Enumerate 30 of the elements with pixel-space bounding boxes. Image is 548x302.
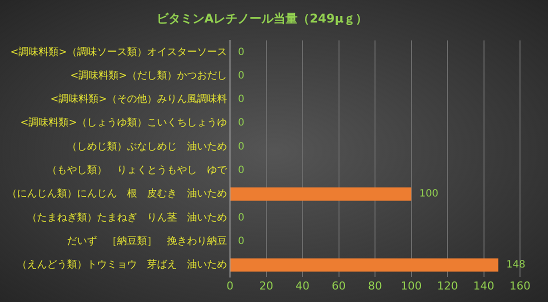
y-tick-label: （えんどう類）トウミョウ 芽ばえ 油いため	[17, 258, 227, 271]
y-tick-label: <調味料類>（だし類）かつおだし	[70, 69, 227, 82]
y-tick-label: （たまねぎ類）たまねぎ りん茎 油いため	[27, 211, 227, 224]
y-tick-label: <調味料類>（調味ソース類）オイスターソース	[10, 46, 227, 58]
y-tick-label: <調味料類>（しょうゆ類）こいくちしょうゆ	[20, 116, 227, 129]
y-tick-label: （にんじん類）にんじん 根 皮むき 油いため	[7, 188, 227, 200]
data-label: 148	[506, 260, 526, 271]
x-tick-label: 80	[368, 279, 382, 292]
data-label: 0	[238, 141, 244, 152]
x-tick-label: 40	[296, 279, 310, 292]
x-tick-label: 20	[259, 279, 274, 292]
y-tick-label: （もやし類） りょくとうもやし ゆで	[47, 164, 228, 176]
x-tick-label: 0	[226, 279, 234, 292]
data-label: 0	[238, 236, 244, 247]
x-tick-label: 160	[510, 279, 530, 292]
x-tick-label: 60	[332, 279, 346, 292]
data-label: 0	[238, 118, 244, 129]
data-label: 0	[238, 70, 244, 82]
x-tick-label: 140	[473, 279, 494, 292]
data-label: 100	[419, 188, 438, 200]
data-label: 0	[238, 46, 244, 58]
chart-title: ビタミンAレチノール当量（249μｇ）	[156, 11, 368, 26]
data-label: 0	[238, 94, 244, 106]
y-tick-label: <調味料類>（その他）みりん風調味料	[50, 93, 227, 106]
y-tick-label: （しめじ類）ぶなしめじ 油いため	[67, 140, 227, 152]
data-label: 0	[238, 212, 244, 224]
data-label: 0	[238, 165, 244, 176]
x-tick-label: 120	[437, 279, 458, 292]
y-tick-label: だいず ［納豆類］ 挽きわり納豆	[67, 234, 227, 247]
x-tick-label: 100	[400, 279, 422, 292]
